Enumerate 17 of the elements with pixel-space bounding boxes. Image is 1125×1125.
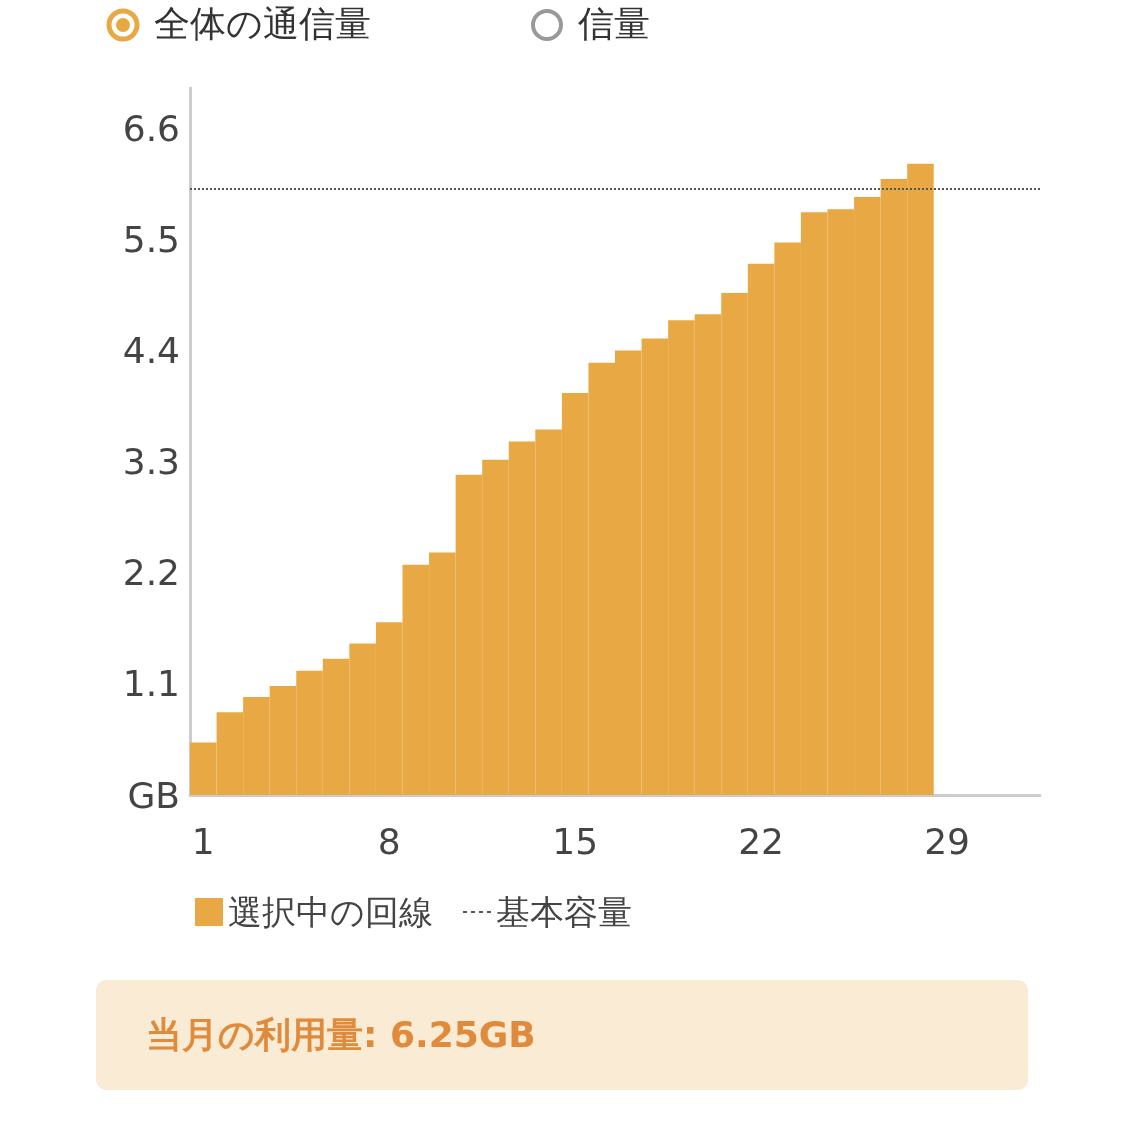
x-tick-label: 22	[738, 820, 784, 862]
x-tick-label: 1	[191, 820, 215, 862]
y-tick-label: 6.6	[122, 107, 180, 149]
x-tick-label: 8	[377, 820, 401, 862]
y-tick-label: 4.4	[122, 330, 180, 372]
y-tick-label: 5.5	[122, 219, 180, 260]
x-tick-label: 15	[552, 820, 599, 862]
y-tick-label: 1.1	[122, 663, 180, 705]
x-tick-label: 29	[924, 820, 970, 862]
text: 全体の通信量	[154, 2, 371, 46]
y-tick-label: GB	[127, 774, 180, 816]
text: 信量	[578, 2, 650, 46]
text: 当月の利用量: 6.25GB	[96, 980, 1028, 1090]
y-tick-label: 3.3	[122, 441, 180, 483]
legend-label: 選択中の回線	[228, 892, 433, 932]
y-tick-label: 2.2	[122, 552, 180, 594]
legend-label: 基本容量	[496, 892, 632, 932]
